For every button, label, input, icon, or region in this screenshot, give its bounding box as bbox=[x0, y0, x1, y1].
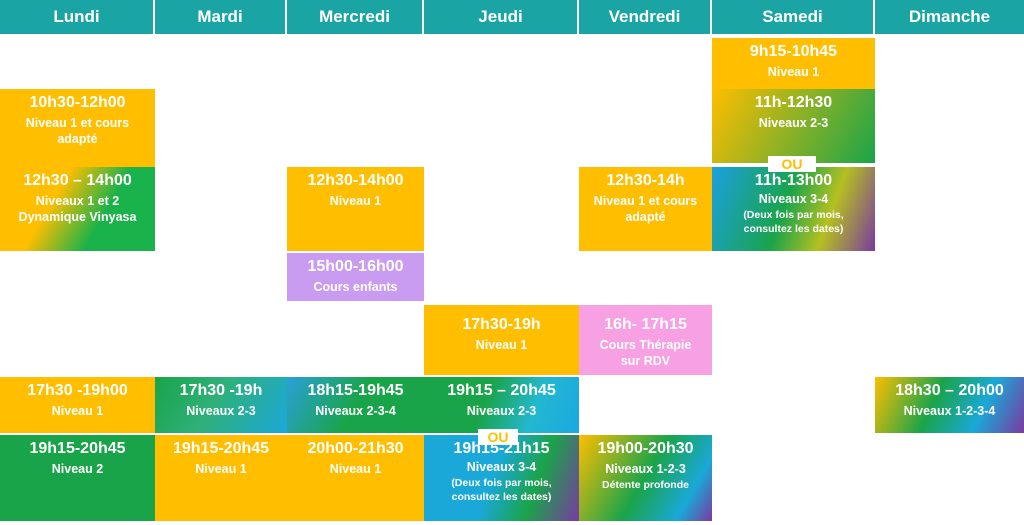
class-time: 19h00-20h30 bbox=[597, 440, 694, 457]
class-level: Niveaux 1 et 2 Dynamique Vinyasa bbox=[18, 194, 137, 224]
class-block[interactable]: 12h30-14h Niveau 1 et cours adapté bbox=[579, 167, 712, 251]
class-time: 18h30 – 20h00 bbox=[895, 382, 1004, 399]
class-time: 19h15-20h45 bbox=[29, 440, 126, 457]
class-block[interactable]: 18h15-19h45 Niveaux 2-3-4 bbox=[287, 377, 424, 433]
class-block[interactable]: 19h15-20h45 Niveau 1 bbox=[155, 435, 287, 521]
class-block[interactable]: 19h15 – 20h45 Niveaux 2-3 bbox=[424, 377, 579, 433]
class-time: 17h30 -19h bbox=[179, 382, 263, 399]
class-time: 12h30 – 14h00 bbox=[23, 172, 132, 189]
class-block[interactable]: 12h30 – 14h00 Niveaux 1 et 2 Dynamique V… bbox=[0, 167, 155, 251]
class-level: Niveau 1 et cours adapté bbox=[593, 194, 698, 224]
class-block[interactable]: 15h00-16h00 Cours enfants bbox=[287, 253, 424, 301]
class-block[interactable]: 18h30 – 20h00 Niveaux 1-2-3-4 bbox=[875, 377, 1024, 433]
class-block[interactable]: 11h-12h30 Niveaux 2-3 bbox=[712, 89, 875, 163]
class-level: Niveau 1 bbox=[329, 194, 382, 208]
class-time: 19h15-20h45 bbox=[172, 440, 270, 457]
class-level: Niveaux 1-2-3-4 bbox=[903, 404, 996, 418]
class-block[interactable]: 17h30 -19h Niveaux 2-3 bbox=[155, 377, 287, 433]
class-note: Détente profonde bbox=[602, 479, 689, 491]
class-level: Niveaux 3-4 bbox=[758, 192, 829, 206]
class-time: 12h30-14h00 bbox=[307, 172, 404, 189]
header-jeudi: Jeudi bbox=[424, 0, 579, 34]
class-level: Niveaux 1-2-3 bbox=[605, 462, 686, 476]
class-block[interactable]: 19h00-20h30 Niveaux 1-2-3 Détente profon… bbox=[579, 435, 712, 521]
class-time: 20h00-21h30 bbox=[307, 440, 404, 457]
class-level: Niveaux 2-3 bbox=[186, 404, 256, 418]
class-level: Niveaux 2-3 bbox=[466, 404, 537, 418]
class-level: Niveaux 2-3 bbox=[758, 116, 829, 130]
header-mardi: Mardi bbox=[155, 0, 287, 34]
class-time: 18h15-19h45 bbox=[307, 382, 404, 399]
header-lundi: Lundi bbox=[0, 0, 155, 34]
header-samedi: Samedi bbox=[712, 0, 875, 34]
class-time: 17h30 -19h00 bbox=[27, 382, 128, 399]
class-time: 11h-13h00 bbox=[754, 172, 833, 189]
header-dimanche: Dimanche bbox=[875, 0, 1024, 34]
class-block[interactable]: 16h- 17h15 Cours Thérapie sur RDV bbox=[579, 305, 712, 375]
class-time: 19h15-21h15 bbox=[453, 440, 550, 457]
class-time: 12h30-14h bbox=[606, 172, 685, 189]
class-level: Niveaux 2-3-4 bbox=[315, 404, 396, 418]
class-level: Niveau 1 bbox=[195, 462, 247, 476]
class-time: 19h15 – 20h45 bbox=[447, 382, 556, 399]
class-block[interactable]: 20h00-21h30 Niveau 1 bbox=[287, 435, 424, 521]
class-level: Cours Thérapie sur RDV bbox=[599, 338, 692, 368]
class-block[interactable]: 10h30-12h00 Niveau 1 et cours adapté bbox=[0, 89, 155, 167]
class-block[interactable]: 17h30 -19h00 Niveau 1 bbox=[0, 377, 155, 433]
class-block[interactable]: 19h15-21h15 Niveaux 3-4 (Deux fois par m… bbox=[424, 435, 579, 521]
class-note: (Deux fois par mois, consultez les dates… bbox=[451, 477, 552, 503]
class-level: Niveau 1 bbox=[475, 338, 528, 352]
class-time: 16h- 17h15 bbox=[604, 316, 687, 333]
class-block[interactable]: 19h15-20h45 Niveau 2 bbox=[0, 435, 155, 521]
class-level: Niveau 2 bbox=[51, 462, 104, 476]
class-time: 9h15-10h45 bbox=[749, 43, 838, 60]
class-block[interactable]: 11h-13h00 Niveaux 3-4 (Deux fois par moi… bbox=[712, 167, 875, 251]
class-note: (Deux fois par mois, consultez les dates… bbox=[743, 209, 844, 235]
class-time: 11h-12h30 bbox=[754, 94, 833, 111]
class-block[interactable]: 17h30-19h Niveau 1 bbox=[424, 305, 579, 375]
header-mercredi: Mercredi bbox=[287, 0, 424, 34]
class-time: 15h00-16h00 bbox=[307, 258, 404, 275]
class-block[interactable]: 12h30-14h00 Niveau 1 bbox=[287, 167, 424, 251]
ou-label: OU bbox=[768, 156, 816, 172]
class-level: Niveau 1 bbox=[329, 462, 382, 476]
class-level: Niveaux 3-4 bbox=[466, 460, 537, 474]
class-level: Niveau 1 et cours adapté bbox=[25, 116, 130, 146]
ou-label: OU bbox=[478, 429, 518, 445]
class-level: Cours enfants bbox=[313, 280, 398, 294]
class-time: 10h30-12h00 bbox=[29, 94, 126, 111]
class-block[interactable]: 9h15-10h45 Niveau 1 bbox=[712, 38, 875, 89]
class-level: Niveau 1 bbox=[767, 65, 820, 79]
class-time: 17h30-19h bbox=[462, 316, 541, 333]
class-level: Niveau 1 bbox=[51, 404, 104, 418]
header-vendredi: Vendredi bbox=[579, 0, 712, 34]
